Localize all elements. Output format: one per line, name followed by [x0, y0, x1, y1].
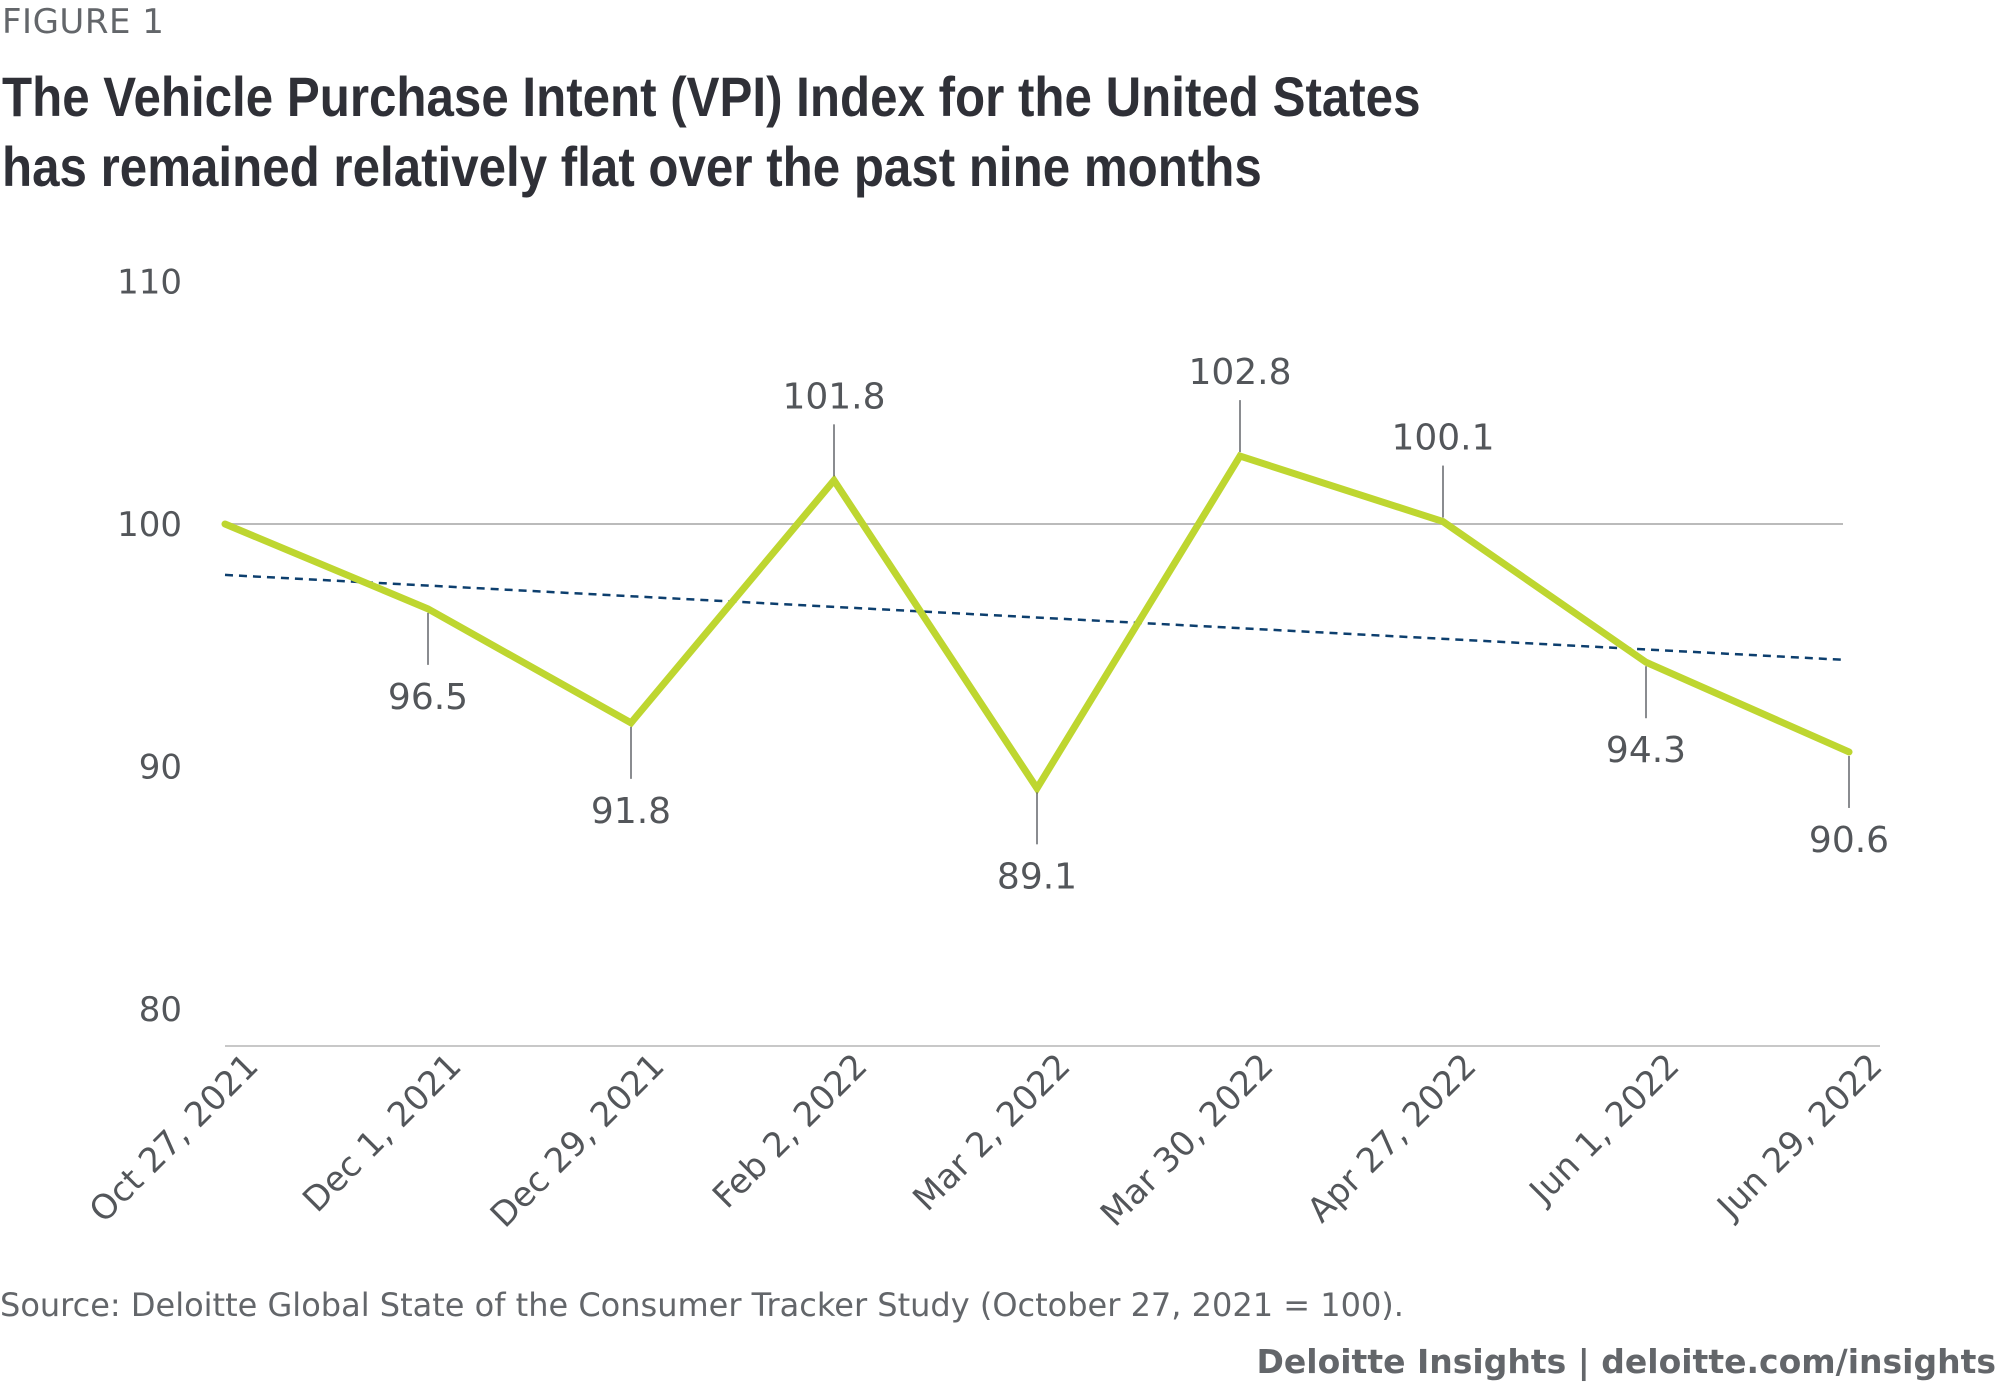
data-label: 94.3 [1606, 730, 1686, 771]
data-label: 91.8 [591, 791, 671, 832]
series-group [221, 451, 1853, 795]
y-tick-label: 90 [139, 748, 182, 788]
data-label: 96.5 [388, 677, 468, 718]
x-axis-ticks: Oct 27, 2021 Dec 1, 2021 Dec 29, 2021 Feb 2… [82, 1046, 1891, 1236]
x-tick-label: Mar 2, 2022 [905, 1046, 1078, 1219]
x-tick-label: Jun 1, 2022 [1521, 1046, 1688, 1213]
x-tick-label: Oct 27, 2021 [82, 1046, 267, 1231]
trend-line-group [224, 573, 1844, 662]
chart-title: The Vehicle Purchase Intent (VPI) Index … [2, 65, 1421, 198]
leader-lines [427, 400, 1850, 845]
x-tick-label: Dec 1, 2021 [295, 1046, 469, 1220]
data-label: 100.1 [1391, 418, 1494, 459]
data-label: 101.8 [782, 376, 885, 417]
x-tick-label: Mar 30, 2022 [1093, 1046, 1281, 1234]
series-line-vpi [221, 451, 1853, 795]
x-tick-label: Jun 29, 2022 [1708, 1046, 1890, 1228]
data-labels: 96.5 91.8 101.8 89.1 102.8 100.1 94.3 90.6 [388, 352, 1889, 897]
y-tick-label: 100 [117, 505, 182, 545]
y-tick-label: 110 [117, 263, 182, 303]
figure-label: FIGURE 1 [2, 2, 165, 42]
y-axis-ticks: 80 90 100 110 [117, 263, 182, 1031]
y-tick-label: 80 [139, 990, 182, 1030]
data-label: 102.8 [1188, 352, 1291, 393]
source-note: Source: Deloitte Global State of the Con… [0, 1286, 1404, 1324]
x-tick-label: Feb 2, 2022 [705, 1046, 875, 1216]
data-label: 90.6 [1809, 820, 1889, 861]
trend-line [224, 573, 1844, 662]
brand-footer: Deloitte Insights | deloitte.com/insight… [1256, 1342, 1996, 1381]
data-label: 89.1 [997, 856, 1077, 897]
x-tick-label: Dec 29, 2021 [483, 1046, 673, 1236]
x-tick-label: Apr 27, 2022 [1300, 1046, 1485, 1231]
